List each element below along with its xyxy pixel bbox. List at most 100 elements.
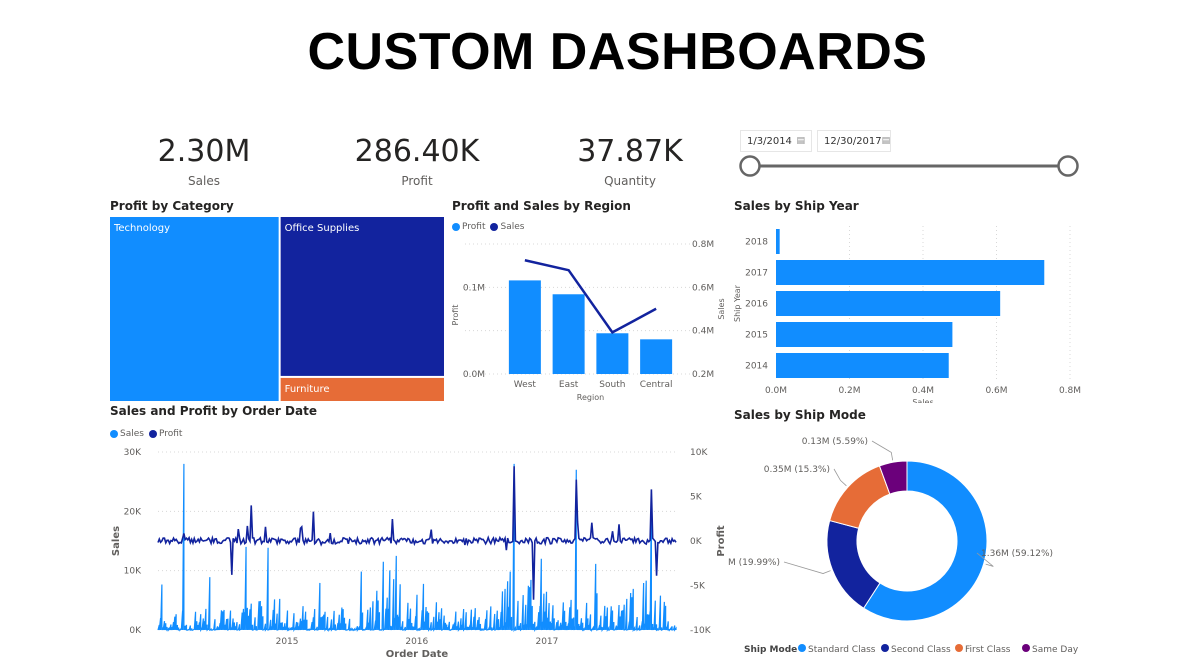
- donut-slice-first-class: [829, 465, 891, 529]
- treemap-label: Furniture: [285, 384, 330, 395]
- left-axis-tick: 0.0M: [463, 370, 485, 380]
- end-date-input[interactable]: 12/30/2017 ▤: [817, 130, 891, 152]
- bar-2016: [776, 291, 1001, 316]
- x-tick: 0.0M: [765, 386, 787, 396]
- sales-by-ship-mode-donut: 1.36M (59.12%) 0.46M (19.99%) 0.35M (15.3%…: [728, 437, 1079, 655]
- slider-start-handle[interactable]: [739, 155, 761, 177]
- page-title: CUSTOM DASHBOARDS: [307, 23, 928, 81]
- x-tick: 2015: [276, 637, 299, 647]
- legend-marker: [1022, 644, 1030, 652]
- legend-label: First Class: [965, 645, 1011, 655]
- legend-marker: [955, 644, 963, 652]
- leader-line: [976, 552, 994, 567]
- calendar-icon[interactable]: ▤: [796, 136, 805, 146]
- start-date-value: 1/3/2014: [747, 135, 792, 147]
- region-chart-title: Profit and Sales by Region: [452, 199, 631, 213]
- bar-2015: [776, 322, 953, 347]
- start-date-input[interactable]: 1/3/2014 ▤: [740, 130, 812, 152]
- y-axis-label-left: Sales: [111, 526, 122, 556]
- region-legend: Profit Sales: [452, 222, 524, 232]
- legend-label: Standard Class: [808, 645, 876, 655]
- bar-profit-east: [552, 294, 585, 374]
- bar-2017: [776, 260, 1045, 285]
- treemap-tile-technology: [110, 217, 279, 401]
- kpi-profit-value: 286.40K: [354, 134, 480, 169]
- right-axis-tick: -5K: [690, 582, 706, 592]
- x-tick: 2017: [535, 637, 558, 647]
- left-axis-tick: 0.1M: [463, 283, 485, 293]
- data-label: 0.46M (19.99%): [728, 558, 780, 568]
- right-axis-tick: 5K: [690, 493, 703, 503]
- x-axis-label: Region: [577, 393, 604, 402]
- ship-mode-title: Sales by Ship Mode: [734, 408, 866, 422]
- line-sales: [524, 259, 657, 335]
- right-axis-tick: 0.2M: [692, 370, 714, 380]
- line-sales: [157, 463, 677, 633]
- calendar-icon[interactable]: ▤: [881, 136, 891, 146]
- profit-by-category-treemap: Technology Office Supplies Furniture: [110, 217, 444, 401]
- order-date-legend: Sales Profit: [110, 429, 182, 439]
- data-label: 1.36M (59.12%): [981, 549, 1053, 559]
- donut-slice-standard-class: [862, 460, 988, 622]
- x-tick: 0.8M: [1059, 386, 1081, 396]
- left-axis-tick: 30K: [124, 448, 142, 458]
- legend-profit-marker: [148, 430, 157, 438]
- right-axis-tick: 0.6M: [692, 283, 714, 293]
- bar-2014: [776, 353, 949, 378]
- right-axis-tick: -10K: [690, 626, 712, 636]
- left-axis-tick: 0K: [129, 626, 142, 636]
- legend-profit-label: Profit: [158, 429, 183, 439]
- x-axis-label: Order Date: [386, 649, 449, 660]
- right-axis-tick: 0K: [690, 537, 703, 547]
- treemap-label: Technology: [113, 223, 170, 234]
- end-date-value: 12/30/2017: [824, 135, 882, 147]
- y-tick: 2015: [745, 331, 768, 341]
- x-tick: 0.2M: [838, 386, 860, 396]
- kpi-profit-label: Profit: [401, 174, 433, 188]
- legend-sales-label: Sales: [120, 429, 144, 439]
- legend-sales-marker: [490, 223, 499, 231]
- kpi-sales-label: Sales: [188, 174, 220, 188]
- treemap-label: Office Supplies: [285, 223, 360, 234]
- right-axis-tick: 10K: [690, 448, 708, 458]
- slider-end-handle[interactable]: [1057, 155, 1079, 177]
- kpi-sales-value: 2.30M: [157, 134, 251, 169]
- treemap-tile-furniture: [280, 377, 444, 401]
- legend-sales-label: Sales: [500, 222, 525, 232]
- right-axis-tick: 0.4M: [692, 327, 714, 337]
- data-label: 0.35M (15.3%): [764, 465, 830, 475]
- bar-2018: [776, 229, 780, 254]
- legend-profit-label: Profit: [462, 222, 486, 232]
- y-tick: 2014: [745, 362, 768, 372]
- bar-profit-west: [508, 280, 541, 374]
- x-tick: Central: [640, 380, 673, 390]
- y-tick: 2016: [745, 300, 768, 310]
- profit-sales-by-region-chart: 0.2M 0.4M 0.6M 0.8M 0.0M 0.1M West East South Cen…: [451, 240, 726, 402]
- y-tick: 2017: [745, 269, 768, 279]
- kpi-quantity-value: 37.87K: [577, 134, 683, 169]
- treemap-tile-office-supplies: [280, 217, 444, 376]
- legend-profit-marker: [452, 223, 460, 231]
- left-axis-tick: 20K: [124, 507, 142, 517]
- bar-profit-south: [596, 333, 629, 374]
- x-tick: East: [559, 380, 579, 390]
- kpi-quantity-label: Quantity: [604, 174, 656, 188]
- line-profit: [157, 466, 677, 600]
- legend-sales-marker: [110, 430, 118, 438]
- leader-line: [783, 561, 831, 574]
- x-tick: 0.6M: [985, 386, 1007, 396]
- y-tick: 2018: [745, 238, 768, 248]
- treemap-title: Profit by Category: [110, 199, 234, 213]
- date-range-slider[interactable]: [735, 152, 1085, 182]
- donut-slice-second-class: [826, 519, 881, 609]
- donut-slice-same-day: [878, 460, 908, 495]
- y-axis-label: Ship Year: [733, 284, 742, 322]
- left-axis-tick: 10K: [124, 567, 142, 577]
- y-axis-label-left: Profit: [451, 305, 460, 326]
- ship-year-title: Sales by Ship Year: [734, 199, 859, 213]
- leader-line: [871, 440, 894, 461]
- x-tick: 2016: [405, 637, 428, 647]
- sales-by-ship-year-chart: 0.0M 0.2M 0.4M 0.6M 0.8M 2018 2017 2016 2015 2014…: [733, 226, 1081, 403]
- legend-label: Same Day: [1032, 645, 1079, 655]
